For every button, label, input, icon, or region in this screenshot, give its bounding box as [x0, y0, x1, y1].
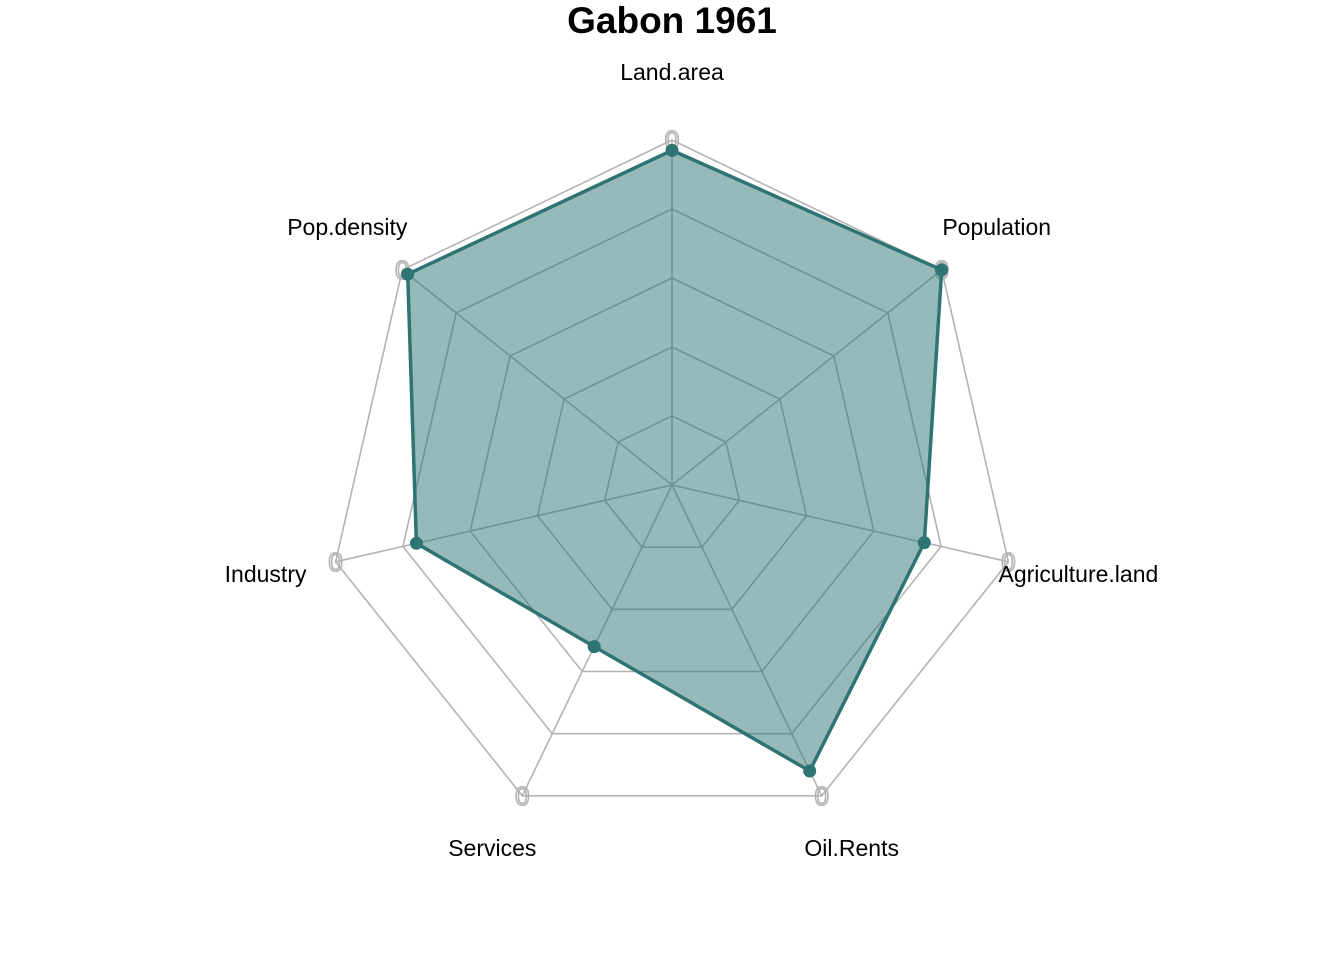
axis-label-oil-rents: Oil.Rents	[804, 835, 899, 861]
axis-label-land-area: Land.area	[620, 59, 724, 85]
grid-ring-5	[334, 139, 1010, 797]
data-point-Industry	[409, 536, 423, 550]
data-point-Agriculture.land	[917, 536, 931, 550]
chart-title: Gabon 1961	[567, 0, 777, 41]
radar-axis-labels: Land.area Population Agriculture.land Oil.R…	[225, 59, 1159, 861]
data-point-Pop.density	[401, 267, 415, 281]
axis-tick-label: 0	[515, 781, 529, 811]
axis-tick-label: 0	[1001, 547, 1015, 577]
axis-label-services: Services	[448, 835, 536, 861]
data-point-Services	[587, 640, 601, 654]
series-line	[405, 148, 944, 773]
axis-tick-label: 0	[328, 547, 342, 577]
axis-tick-label: 0	[814, 781, 828, 811]
radar-series	[401, 143, 949, 778]
data-point-Land.area	[665, 143, 679, 157]
axis-label-population: Population	[942, 214, 1051, 240]
axis-label-industry: Industry	[225, 561, 307, 587]
data-point-Oil.Rents	[803, 764, 817, 778]
series-area	[407, 150, 942, 771]
axis-label-agriculture-land: Agriculture.land	[998, 561, 1158, 587]
data-point-Population	[935, 263, 949, 277]
axis-label-pop-density: Pop.density	[287, 214, 408, 240]
